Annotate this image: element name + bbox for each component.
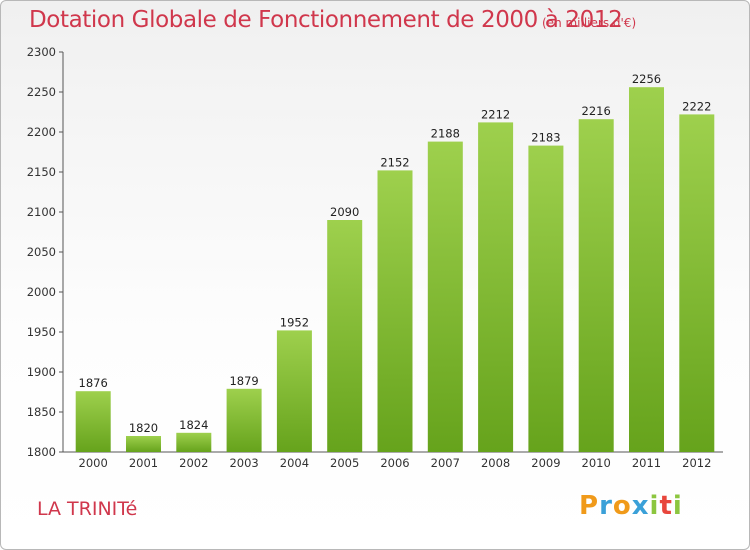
- bar-2012: [679, 114, 715, 453]
- data-label-2012: 2222: [682, 99, 711, 113]
- data-label-2002: 1824: [179, 418, 208, 432]
- x-tick-label-2004: 2004: [280, 456, 309, 470]
- y-tick-label: 1850: [27, 405, 56, 419]
- y-tick-label: 2000: [27, 285, 56, 299]
- data-label-2003: 1879: [229, 374, 258, 388]
- x-tick-label-2000: 2000: [79, 456, 108, 470]
- data-label-2000: 1876: [79, 376, 108, 390]
- bar-2006: [377, 170, 413, 452]
- logo-letter: r: [599, 491, 613, 521]
- bar-2011: [629, 87, 664, 452]
- data-label-2004: 1952: [280, 315, 309, 329]
- chart-subtitle: (en milliers d'€): [542, 16, 637, 30]
- bar-2008: [478, 122, 514, 453]
- x-tick-label-2011: 2011: [632, 456, 661, 470]
- y-tick-label: 2300: [27, 45, 56, 59]
- bar-2002: [176, 432, 212, 452]
- bar-2004: [276, 330, 312, 452]
- chart-axes: 1800 1850 1900 1950 2000 2050 2100 2150 2200 2250…: [27, 45, 723, 459]
- data-label-2006: 2152: [380, 155, 409, 169]
- y-tick-label: 2100: [27, 205, 56, 219]
- bar-2001: [126, 436, 161, 452]
- logo-letter: o: [612, 491, 632, 521]
- logo-letter: P: [579, 491, 600, 521]
- data-label-2011: 2256: [632, 72, 661, 86]
- x-tick-label-2006: 2006: [380, 456, 409, 470]
- x-tick-label-2002: 2002: [179, 456, 208, 470]
- y-tick-label: 2050: [27, 245, 56, 259]
- y-tick-label: 2150: [27, 165, 56, 179]
- data-label-2008: 2212: [481, 107, 510, 121]
- bar-2005: [327, 220, 363, 452]
- x-tick-label-2005: 2005: [330, 456, 359, 470]
- data-label-2001: 1820: [129, 421, 158, 435]
- y-tick-label: 1950: [27, 325, 56, 339]
- bar-2009: [528, 145, 564, 452]
- bar-2000: [75, 391, 111, 452]
- x-tick-label-2010: 2010: [582, 456, 611, 470]
- logo-letter: x: [631, 491, 650, 521]
- data-label-2007: 2188: [431, 127, 460, 141]
- data-label-2010: 2216: [582, 104, 611, 118]
- y-tick-label: 2250: [27, 85, 56, 99]
- chart-bars: [75, 87, 715, 453]
- y-tick-label: 2200: [27, 125, 56, 139]
- x-tick-label-2008: 2008: [481, 456, 510, 470]
- bar-2010: [578, 119, 614, 452]
- logo-letter: t: [659, 491, 673, 521]
- y-tick-label: 1900: [27, 365, 56, 379]
- x-tick-label-2003: 2003: [229, 456, 258, 470]
- x-tick-label-2007: 2007: [431, 456, 460, 470]
- logo-letter: i: [649, 491, 660, 521]
- chart-title: Dotation Globale de Fonctionnement de 20…: [29, 7, 623, 33]
- x-tick-label-2001: 2001: [129, 456, 158, 470]
- x-tick-label-2012: 2012: [682, 456, 711, 470]
- y-tick-label: 1800: [27, 445, 56, 459]
- bar-2007: [427, 141, 463, 452]
- bar-2003: [226, 388, 262, 452]
- chart-labels: 1876 2000 1820 2001 1824 2002 1879 2003 1952 2004…: [79, 72, 712, 470]
- data-label-2009: 2183: [531, 131, 560, 145]
- logo-letter: i: [672, 491, 683, 521]
- commune-name: LA TRINITé: [37, 498, 138, 520]
- data-label-2005: 2090: [330, 205, 359, 219]
- proxiti-logo: Proxiti: [579, 491, 683, 521]
- x-tick-label-2009: 2009: [531, 456, 560, 470]
